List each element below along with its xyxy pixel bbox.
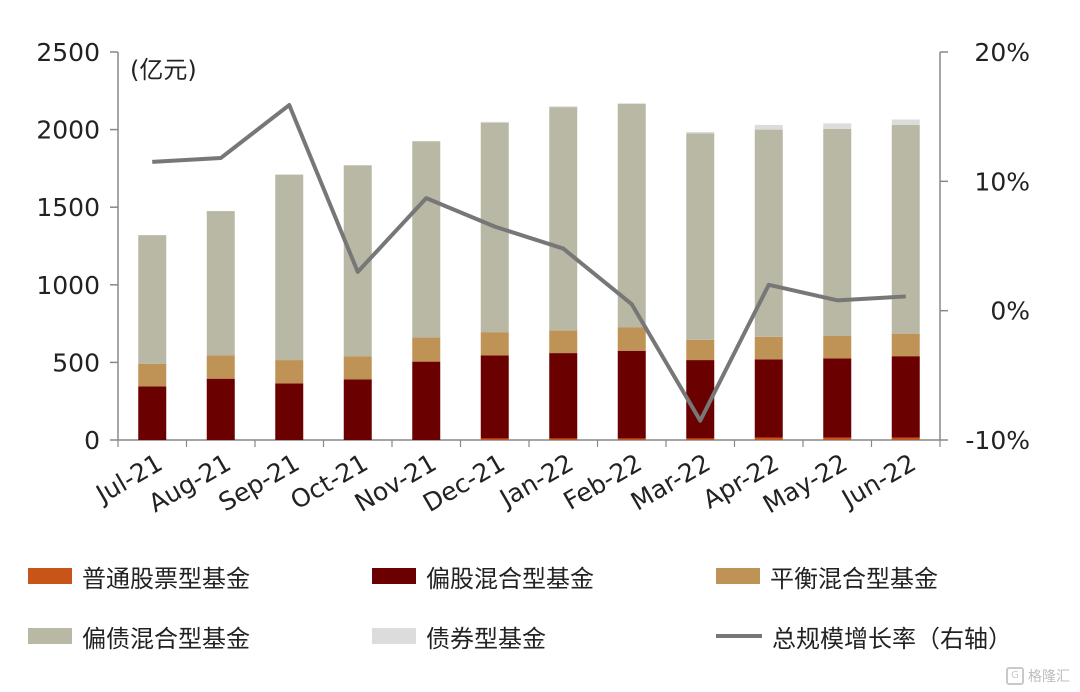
- bar-segment-2: [823, 336, 852, 359]
- bar-segment-2: [891, 333, 920, 357]
- tick-labels: 05001000150020002500-10%0%10%20%Jul-21Au…: [36, 38, 1030, 519]
- legend-item-stock-fund: 普通股票型基金: [28, 556, 250, 596]
- legend-item-bond-hybrid: 偏债混合型基金: [28, 616, 250, 656]
- y-right-tick-label: -10%: [965, 426, 1030, 455]
- bar-segment-2: [206, 355, 235, 379]
- y-left-tick-label: 1000: [36, 271, 100, 300]
- legend-item-equity-hybrid: 偏股混合型基金: [372, 556, 594, 596]
- bar-segment-4: [549, 106, 578, 108]
- bar-segment-2: [549, 330, 578, 354]
- legend-swatch-bond-hybrid: [28, 628, 72, 644]
- bar-segment-1: [275, 383, 304, 440]
- bar-segment-4: [686, 131, 715, 134]
- y-right-tick-label: 0%: [990, 297, 1030, 326]
- bar-segment-4: [891, 119, 920, 125]
- bar-segment-3: [823, 128, 852, 337]
- bar-segment-1: [206, 378, 235, 440]
- legend-label-bond-fund: 债券型基金: [426, 624, 546, 653]
- bar-segment-0: [823, 437, 852, 440]
- bar-segment-1: [617, 350, 646, 439]
- y-left-tick-label: 2500: [36, 38, 100, 67]
- y-right-tick-label: 10%: [974, 167, 1030, 196]
- bar-segment-2: [686, 339, 715, 361]
- bar-segment-0: [754, 437, 783, 440]
- y-left-tick-label: 500: [52, 348, 100, 377]
- bar-segment-0: [549, 438, 578, 440]
- legend-label-growth-rate: 总规模增长率（右轴）: [772, 624, 1012, 653]
- y-left-tick-label: 2000: [36, 116, 100, 145]
- bar-segment-0: [891, 437, 920, 440]
- legend-label-bond-hybrid: 偏债混合型基金: [82, 624, 250, 653]
- bar-segment-3: [891, 124, 920, 334]
- bar-segment-3: [138, 235, 167, 364]
- bar-segment-4: [480, 121, 509, 123]
- y-left-tick-label: 0: [84, 426, 100, 455]
- legend-label-stock-fund: 普通股票型基金: [82, 564, 250, 593]
- watermark: G 格隆汇: [1006, 666, 1070, 686]
- bar-segment-0: [686, 438, 715, 440]
- bar-segment-1: [891, 356, 920, 438]
- axes: [110, 51, 948, 447]
- bar-segment-2: [343, 356, 372, 380]
- growth-line: [152, 103, 906, 423]
- legend-swatch-growth-rate: [716, 634, 762, 638]
- legend-label-balanced-hybrid: 平衡混合型基金: [770, 564, 938, 593]
- bar-segment-2: [412, 337, 441, 362]
- bar-segment-3: [206, 211, 235, 356]
- bar-segment-2: [480, 332, 509, 356]
- legend-item-growth-rate: 总规模增长率（右轴）: [716, 616, 1012, 656]
- bar-segment-1: [754, 359, 783, 438]
- legend-swatch-stock-fund: [28, 568, 72, 584]
- bar-segment-0: [617, 438, 646, 440]
- bar-segment-3: [275, 174, 304, 361]
- growth-line-path: [152, 103, 906, 423]
- bar-segment-2: [275, 360, 304, 384]
- bar-segment-4: [754, 124, 783, 130]
- legend-item-balanced-hybrid: 平衡混合型基金: [716, 556, 938, 596]
- y-right-tick-label: 20%: [974, 38, 1030, 67]
- watermark-text: 格隆汇: [1028, 669, 1070, 685]
- legend-swatch-equity-hybrid: [372, 568, 416, 584]
- bar-segment-1: [138, 386, 167, 440]
- legend-item-bond-fund: 债券型基金: [372, 616, 546, 656]
- legend-swatch-bond-fund: [372, 628, 416, 644]
- bar-segment-4: [617, 103, 646, 104]
- legend: 普通股票型基金 偏股混合型基金 平衡混合型基金 偏债混合型基金 债券型基金 总规…: [0, 548, 1080, 668]
- logo-icon: G: [1006, 667, 1024, 685]
- bar-segment-0: [480, 438, 509, 440]
- x-tick-label: Mar-22: [626, 448, 715, 516]
- unit-label: (亿元): [130, 56, 197, 84]
- x-tick-label: Jun-22: [835, 448, 920, 514]
- bar-segment-1: [823, 358, 852, 438]
- legend-swatch-balanced-hybrid: [716, 568, 760, 584]
- bar-segment-1: [412, 361, 441, 440]
- bar-segment-3: [686, 133, 715, 340]
- bars: [138, 103, 920, 440]
- bar-segment-4: [823, 123, 852, 129]
- bar-segment-2: [617, 327, 646, 351]
- legend-label-equity-hybrid: 偏股混合型基金: [426, 564, 594, 593]
- y-left-tick-label: 1500: [36, 193, 100, 222]
- bar-segment-1: [343, 379, 372, 440]
- bar-segment-1: [480, 355, 509, 439]
- bar-segment-3: [617, 103, 646, 328]
- chart: 05001000150020002500-10%0%10%20%Jul-21Au…: [36, 38, 1030, 519]
- bar-segment-1: [549, 353, 578, 439]
- bar-segment-2: [138, 363, 167, 387]
- bar-segment-3: [412, 141, 441, 338]
- bar-segment-3: [549, 107, 578, 331]
- bar-segment-2: [754, 336, 783, 360]
